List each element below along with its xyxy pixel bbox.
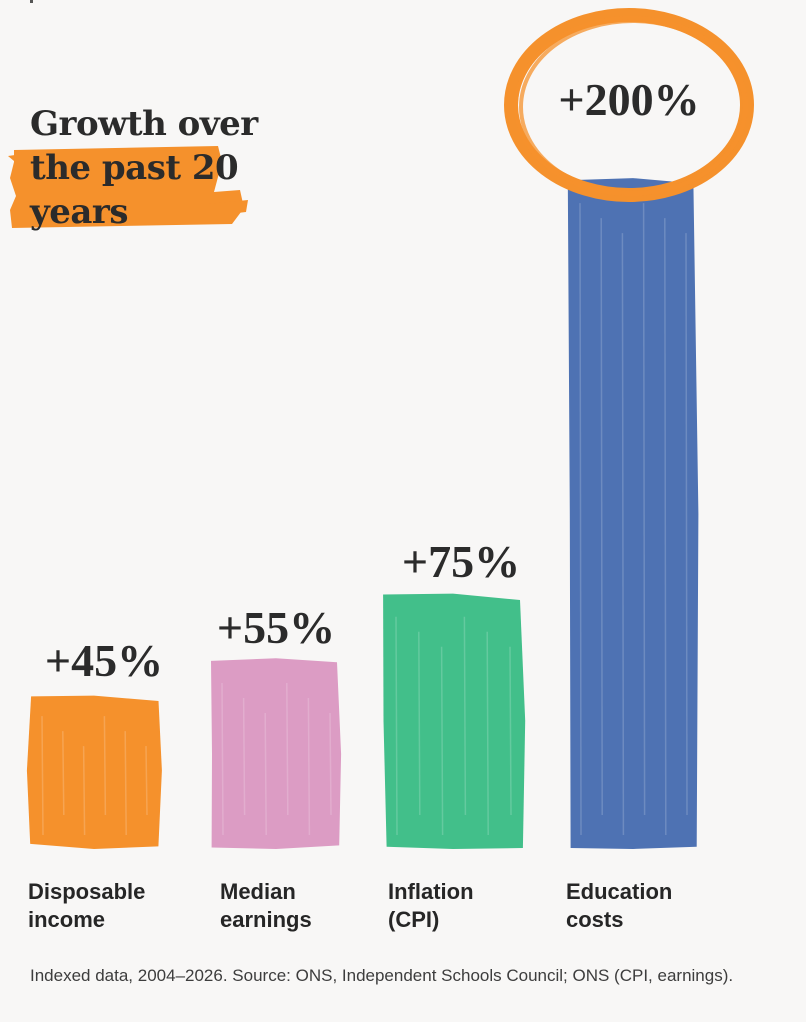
bar-texture-streak [329, 712, 332, 816]
title-highlight-brush [8, 146, 248, 228]
bar-texture-streak [124, 731, 127, 836]
chart-title-block: Growth over the past 20 years [8, 100, 258, 240]
bar-texture-streak [242, 697, 246, 816]
value-label-inflation: +75% [402, 536, 520, 587]
bar-texture-streak [600, 218, 603, 816]
category-label-inflation: Inflation (CPI) [388, 879, 474, 932]
bar-disposable-income [26, 695, 162, 849]
bar-texture-streak [642, 203, 646, 816]
category-label-disposable-income: Disposable income [28, 879, 146, 932]
highlight-circle [519, 19, 747, 195]
bar-texture-streak [621, 233, 625, 836]
chart-title: Growth over the past 20 years [30, 104, 258, 232]
bar-texture-streak [221, 682, 224, 836]
source-note: Indexed data, 2004–2026. Source: ONS, In… [30, 966, 734, 985]
bar-inflation [383, 593, 526, 849]
bar-texture-streak [463, 616, 467, 816]
value-label-education-costs: +200% [558, 74, 699, 125]
top-edge-mark [30, 0, 33, 3]
bar-texture-streak [264, 712, 267, 836]
bar-texture-streak [685, 233, 688, 816]
category-label-median-earnings: Median earnings [220, 879, 312, 932]
bar-texture-streak [82, 746, 86, 836]
bar-texture-streak [664, 218, 667, 836]
bar-texture-streak [103, 716, 107, 816]
bar-texture-streak [41, 716, 44, 836]
bar-texture-streak [418, 631, 421, 816]
bar-texture-streak [286, 682, 289, 816]
category-label-education-costs: Education costs [566, 879, 673, 932]
value-label-disposable-income: +45% [45, 635, 163, 686]
bar-texture-streak [486, 631, 489, 836]
bar-texture-streak [440, 646, 444, 836]
bar-texture-streak [62, 731, 65, 816]
bar-texture-streak [307, 697, 311, 836]
value-label-median-earnings: +55% [217, 602, 335, 653]
bar-texture-streak [395, 616, 398, 836]
bar-texture-streak [579, 203, 582, 836]
bar-texture-streak [145, 746, 148, 816]
bar-median-earnings [211, 658, 342, 849]
bar-texture-streak [509, 646, 512, 816]
bar-education-costs [567, 178, 699, 850]
